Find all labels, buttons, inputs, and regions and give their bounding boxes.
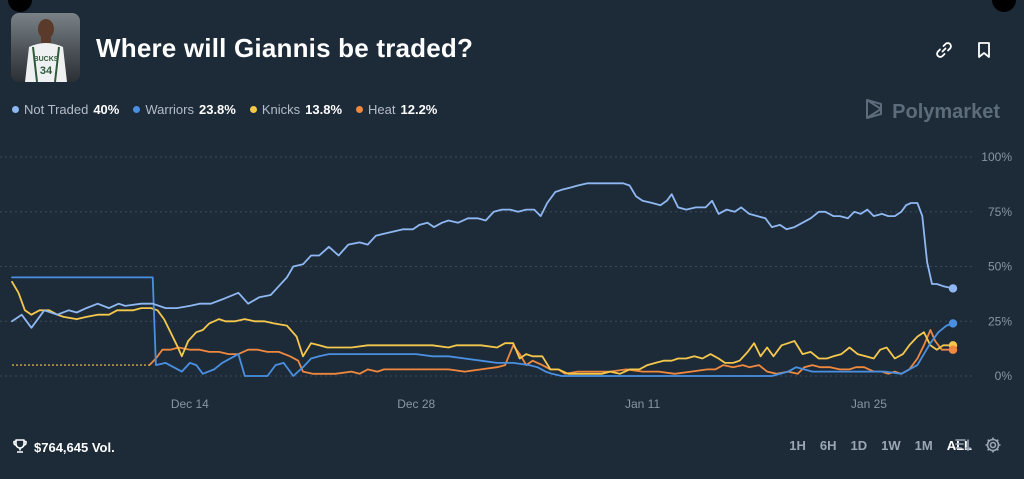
trophy-icon: [12, 438, 28, 457]
volume-info: $764,645 Vol.: [12, 438, 115, 457]
legend-label: Not Traded: [24, 102, 89, 117]
legend-item-heat: Heat 12.2%: [356, 102, 437, 117]
y-tick-label: 25%: [988, 314, 1012, 328]
bookmark-icon[interactable]: [974, 40, 994, 60]
sort-icon[interactable]: [954, 436, 972, 454]
x-tick-label: Dec 28: [397, 397, 435, 411]
legend-item-not-traded: Not Traded 40%: [12, 102, 119, 117]
legend-swatch: [356, 106, 364, 113]
series-line-warriors: [11, 276, 954, 377]
chart-area[interactable]: 0% 25% 50% 75% 100% Dec 14 Dec 28 Jan 11 Jan 25: [0, 140, 1024, 430]
range-1d[interactable]: 1D: [850, 438, 868, 453]
x-tick-label: Jan 25: [851, 397, 887, 411]
svg-text:BUCKS: BUCKS: [34, 56, 59, 63]
window-corner-left: [8, 0, 32, 12]
range-6h[interactable]: 6H: [819, 438, 837, 453]
y-tick-label: 75%: [988, 205, 1012, 219]
series-line-knicks: [11, 280, 954, 375]
legend-value: 12.2%: [400, 102, 438, 117]
legend-value: 40%: [93, 102, 120, 117]
legend-swatch: [133, 106, 141, 113]
legend-value: 23.8%: [198, 102, 236, 117]
y-tick-label: 0%: [995, 369, 1013, 383]
y-tick-label: 100%: [981, 150, 1012, 164]
series-line-not-traded: [11, 182, 954, 329]
settings-icon[interactable]: [984, 436, 1002, 454]
legend-label: Heat: [368, 102, 396, 117]
series-end-point-heat: [948, 345, 958, 354]
legend-label: Knicks: [261, 102, 301, 117]
brand-name: Polymarket: [892, 100, 1000, 123]
window-corner-right: [992, 0, 1016, 12]
time-range-selector: 1H 6H 1D 1W 1M ALL: [789, 438, 972, 453]
range-1m[interactable]: 1M: [914, 438, 933, 453]
legend-swatch: [12, 106, 19, 113]
chart-legend: Not Traded 40% Warriors 23.8% Knicks 13.…: [12, 102, 437, 117]
legend-item-knicks: Knicks 13.8%: [249, 102, 343, 117]
legend-value: 13.8%: [305, 102, 343, 117]
series-end-point-warriors: [948, 319, 958, 328]
legend-item-warriors: Warriors 23.8%: [133, 102, 236, 117]
volume-label: $764,645 Vol.: [34, 440, 115, 455]
svg-text:34: 34: [40, 65, 53, 77]
range-1h[interactable]: 1H: [789, 438, 806, 453]
legend-label: Warriors: [145, 102, 194, 117]
avatar: BUCKS 34: [11, 13, 80, 82]
page-title: Where will Giannis be traded?: [96, 33, 474, 63]
legend-swatch: [249, 106, 257, 113]
x-tick-label: Dec 14: [171, 397, 209, 411]
polymarket-logo-icon: [864, 98, 884, 126]
range-1w[interactable]: 1W: [881, 438, 901, 453]
series-end-point-not-traded: [948, 284, 958, 293]
series-line-heat: [148, 329, 954, 375]
y-tick-label: 50%: [988, 260, 1012, 274]
x-tick-label: Jan 11: [625, 397, 660, 411]
range-all[interactable]: ALL: [946, 438, 972, 453]
link-icon[interactable]: [934, 40, 954, 60]
brand-logo: Polymarket: [864, 98, 1000, 126]
